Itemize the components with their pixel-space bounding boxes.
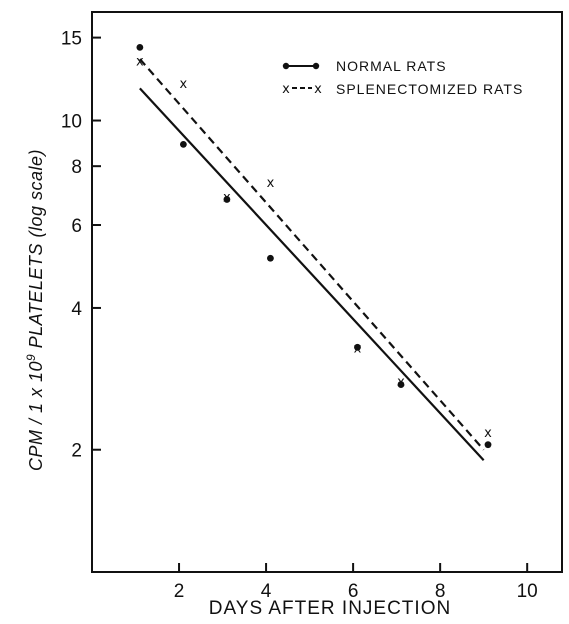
axes: 2 4 6 8 10 2 4 6 8 10 15 [61, 29, 538, 602]
legend-dot-marker [312, 62, 320, 70]
normal-rats-point [484, 441, 492, 449]
legend-dot-marker [282, 62, 290, 70]
splenectomized-rats-point: x [223, 190, 231, 205]
y-axis-title-pre: CPM / 1 x 10 [26, 361, 46, 471]
splenectomized-rats-point: x [136, 55, 144, 70]
splenectomized-rats-point: x [267, 176, 275, 191]
legend-label-splenectomized-rats: SPLENECTOMIZED RATS [336, 81, 523, 97]
normal-rats-point [223, 196, 231, 203]
splenectomized-fit-line [139, 58, 485, 451]
legend-label-normal-rats: NORMAL RATS [336, 58, 447, 74]
x-tick-label: 6 [348, 581, 359, 602]
splenectomized-rats-point: x [484, 426, 492, 441]
x-tick-label: 10 [517, 581, 538, 602]
normal-rats-point [354, 343, 361, 351]
splenectomized-rats-point: x [354, 341, 362, 356]
y-tick-label: 4 [71, 299, 82, 320]
legend-x-marker: x [314, 82, 322, 97]
y-tick-label: 10 [61, 112, 82, 133]
x-axis-title: DAYS AFTER INJECTION [209, 598, 451, 619]
fit-lines [139, 58, 485, 461]
y-tick-label: 2 [71, 441, 82, 462]
y-tick-label: 15 [61, 29, 82, 50]
y-axis-title-post: PLATELETS (log scale) [26, 149, 46, 354]
x-tick-label: 2 [174, 581, 185, 602]
normal-rats-point [267, 254, 274, 262]
y-tick-label: 8 [71, 157, 82, 178]
normal-rats-point [179, 140, 187, 148]
y-axis-title-sup: 9 [24, 354, 38, 361]
normal-rats-point [136, 43, 144, 51]
y-axis-title: CPM / 1 x 109 PLATELETS (log scale) [24, 149, 46, 471]
y-tick-label: 6 [71, 216, 82, 237]
splenectomized-rats-point: x [397, 375, 405, 390]
splenectomized-rats-point: x [180, 77, 188, 92]
data-points: x x x x x x x [136, 43, 492, 449]
legend: NORMAL RATS x x SPLENECTOMIZED RATS [282, 58, 523, 97]
x-tick-label: 8 [435, 581, 446, 602]
legend-x-marker: x [282, 82, 290, 97]
normal-fit-line [139, 87, 485, 461]
x-tick-label: 4 [261, 581, 272, 602]
normal-rats-point [397, 381, 405, 388]
plot-frame [91, 11, 563, 573]
